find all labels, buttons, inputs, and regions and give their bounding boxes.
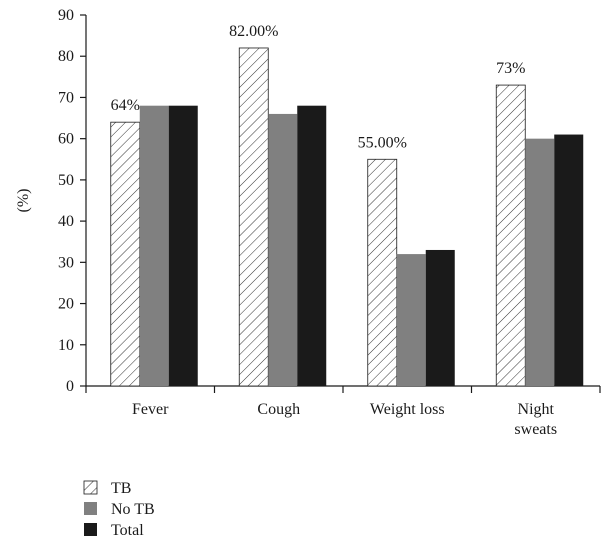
y-tick-label: 0 bbox=[66, 378, 74, 395]
y-tick-label: 80 bbox=[58, 48, 74, 65]
bar-no-tb bbox=[268, 113, 298, 386]
x-category-label: Night bbox=[518, 401, 555, 418]
y-tick-label: 40 bbox=[58, 213, 74, 230]
bar-value-label: 73% bbox=[496, 60, 525, 77]
y-tick-label: 10 bbox=[58, 337, 74, 354]
bar-no-tb bbox=[139, 105, 169, 386]
bar-value-label: 64% bbox=[111, 97, 140, 114]
bar-no-tb bbox=[396, 254, 426, 386]
y-tick-label: 30 bbox=[58, 254, 74, 271]
legend-label: Total bbox=[111, 522, 144, 539]
legend: TB No TB Total bbox=[83, 480, 155, 539]
y-tick-label: 60 bbox=[58, 131, 74, 148]
y-tick-label: 70 bbox=[58, 89, 74, 106]
bar-total bbox=[425, 249, 455, 386]
y-tick-label: 90 bbox=[58, 7, 74, 24]
legend-label: TB bbox=[111, 480, 131, 497]
x-category-label: Cough bbox=[257, 401, 300, 418]
x-category-label: Weight loss bbox=[370, 401, 445, 418]
bar-total bbox=[297, 105, 327, 386]
y-tick-label: 20 bbox=[58, 296, 74, 313]
bar-value-label: 55.00% bbox=[358, 134, 407, 151]
bar-total bbox=[168, 105, 198, 386]
bar-value-label: 82.00% bbox=[229, 23, 278, 40]
bar-tb bbox=[367, 158, 398, 387]
bar-tb bbox=[238, 47, 269, 387]
legend-label: No TB bbox=[111, 501, 155, 518]
axes: 0 10 20 30 40 50 60 70 80 90 (%) Fever Cough Weight l… bbox=[15, 7, 601, 438]
y-axis-title: (%) bbox=[15, 189, 32, 213]
legend-swatch-total bbox=[84, 523, 97, 536]
bar-total bbox=[554, 134, 584, 386]
x-category-label: sweats bbox=[514, 421, 557, 438]
bar-tb bbox=[495, 84, 526, 387]
bars bbox=[110, 47, 584, 387]
legend-swatch-no-tb bbox=[84, 502, 97, 515]
y-tick-label: 50 bbox=[58, 172, 74, 189]
data-labels: 64% 82.00% 55.00% 73% bbox=[111, 23, 526, 151]
bar-tb bbox=[110, 121, 141, 387]
bar-no-tb bbox=[525, 138, 555, 386]
legend-swatch-tb bbox=[83, 480, 98, 495]
x-category-label: Fever bbox=[132, 401, 169, 418]
